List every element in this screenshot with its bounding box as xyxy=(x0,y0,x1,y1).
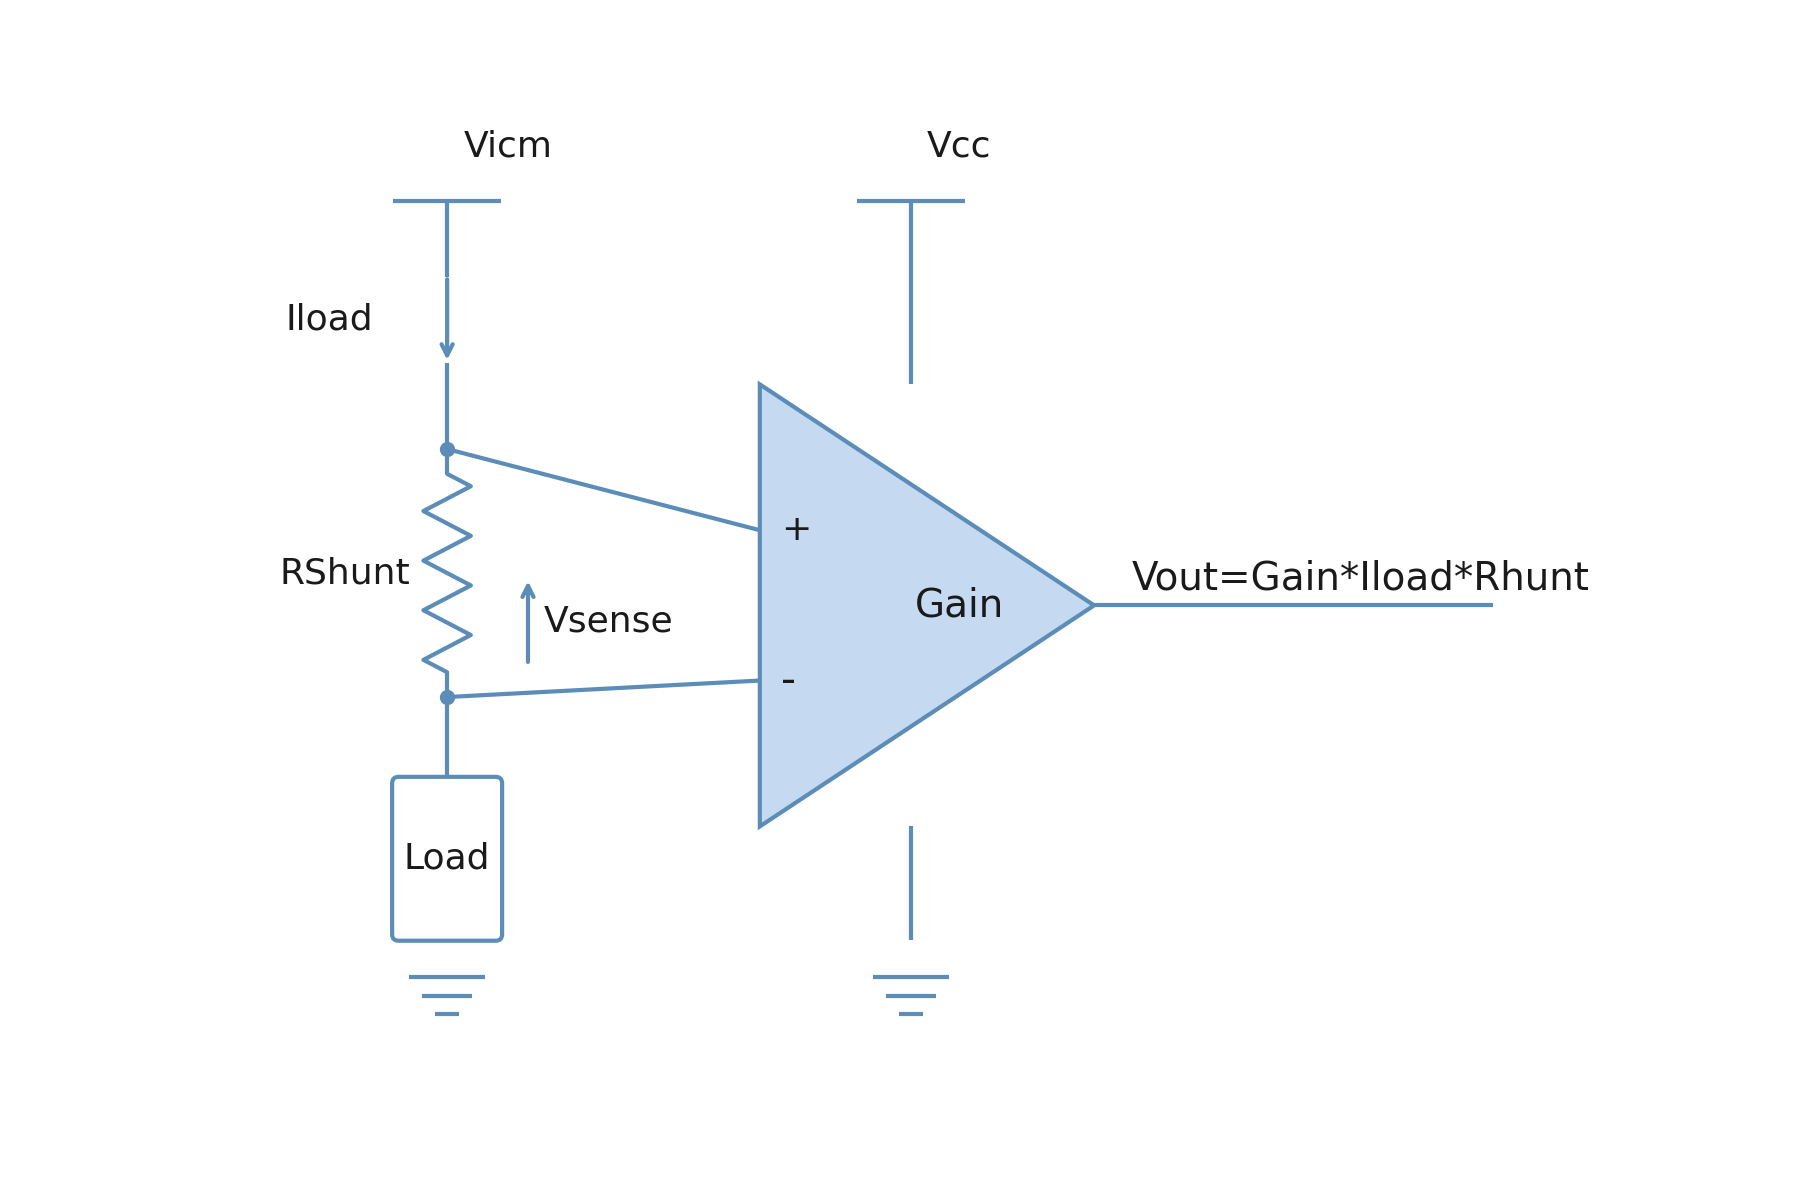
Text: Vsense: Vsense xyxy=(544,605,673,638)
Text: Vcc: Vcc xyxy=(927,130,992,163)
Text: Gain: Gain xyxy=(914,587,1004,624)
Text: -: - xyxy=(781,660,796,702)
Text: Load: Load xyxy=(403,841,490,876)
Text: RShunt: RShunt xyxy=(281,556,410,590)
Text: Iload: Iload xyxy=(286,302,373,337)
Text: +: + xyxy=(781,514,812,547)
Text: Vicm: Vicm xyxy=(463,130,553,163)
Polygon shape xyxy=(760,384,1094,827)
Text: Vout=Gain*Iload*Rhunt: Vout=Gain*Iload*Rhunt xyxy=(1132,559,1589,598)
FancyBboxPatch shape xyxy=(392,776,502,941)
